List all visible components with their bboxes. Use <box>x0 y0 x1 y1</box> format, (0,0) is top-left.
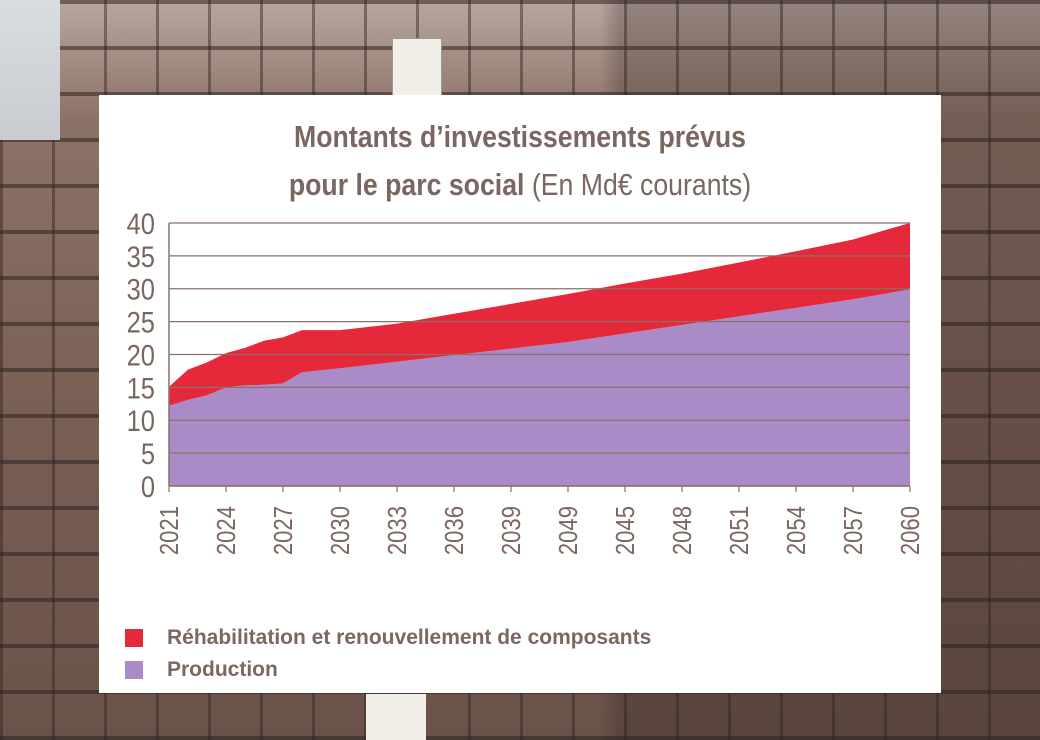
y-tick-label: 30 <box>127 273 155 306</box>
chart-panel: Montants d’investissements prévus pour l… <box>99 95 941 693</box>
x-tick-label: 2027 <box>269 506 298 555</box>
legend-swatch-rehab <box>125 629 143 647</box>
legend-item-production: Production <box>125 657 278 683</box>
x-tick-label: 2024 <box>212 506 241 555</box>
x-tick-label: 2045 <box>611 506 640 555</box>
background-sign-bottom <box>366 694 426 740</box>
x-tick-label: 2030 <box>326 506 355 555</box>
x-tick-label: 2036 <box>440 506 469 555</box>
legend-label-rehab: Réhabilitation et renouvellement de comp… <box>167 626 652 649</box>
y-tick-label: 40 <box>127 207 155 240</box>
x-tick-label: 2049 <box>554 506 583 555</box>
x-tick-label: 2057 <box>839 506 868 555</box>
background-sign <box>392 38 442 96</box>
x-tick-label: 2051 <box>725 506 754 555</box>
chart-title-line2: pour le parc social (En Md€ courants) <box>158 161 882 209</box>
y-tick-label: 35 <box>127 240 155 273</box>
x-tick-label: 2039 <box>497 506 526 555</box>
chart-title-unit: (En Md€ courants) <box>524 167 752 202</box>
y-tick-label: 15 <box>127 371 155 404</box>
background-sky <box>0 0 60 140</box>
chart-title: Montants d’investissements prévus pour l… <box>158 113 882 209</box>
legend-label-production: Production <box>167 658 278 681</box>
x-tick-label: 2021 <box>155 506 184 555</box>
x-tick-label: 2033 <box>383 506 412 555</box>
chart-title-line1: Montants d’investissements prévus <box>294 119 746 154</box>
legend-item-rehab: Réhabilitation et renouvellement de comp… <box>125 625 651 651</box>
x-tick-label: 2060 <box>896 506 925 555</box>
legend-swatch-production <box>125 661 143 679</box>
x-tick-label: 2048 <box>668 506 697 555</box>
chart-title-bold: pour le parc social <box>288 167 525 202</box>
y-tick-label: 0 <box>141 470 155 503</box>
y-tick-label: 5 <box>141 437 155 470</box>
y-tick-label: 25 <box>127 306 155 339</box>
x-tick-label: 2054 <box>782 506 811 555</box>
series-area-rehab <box>169 223 910 406</box>
y-tick-label: 10 <box>127 404 155 437</box>
y-tick-label: 20 <box>127 339 155 372</box>
